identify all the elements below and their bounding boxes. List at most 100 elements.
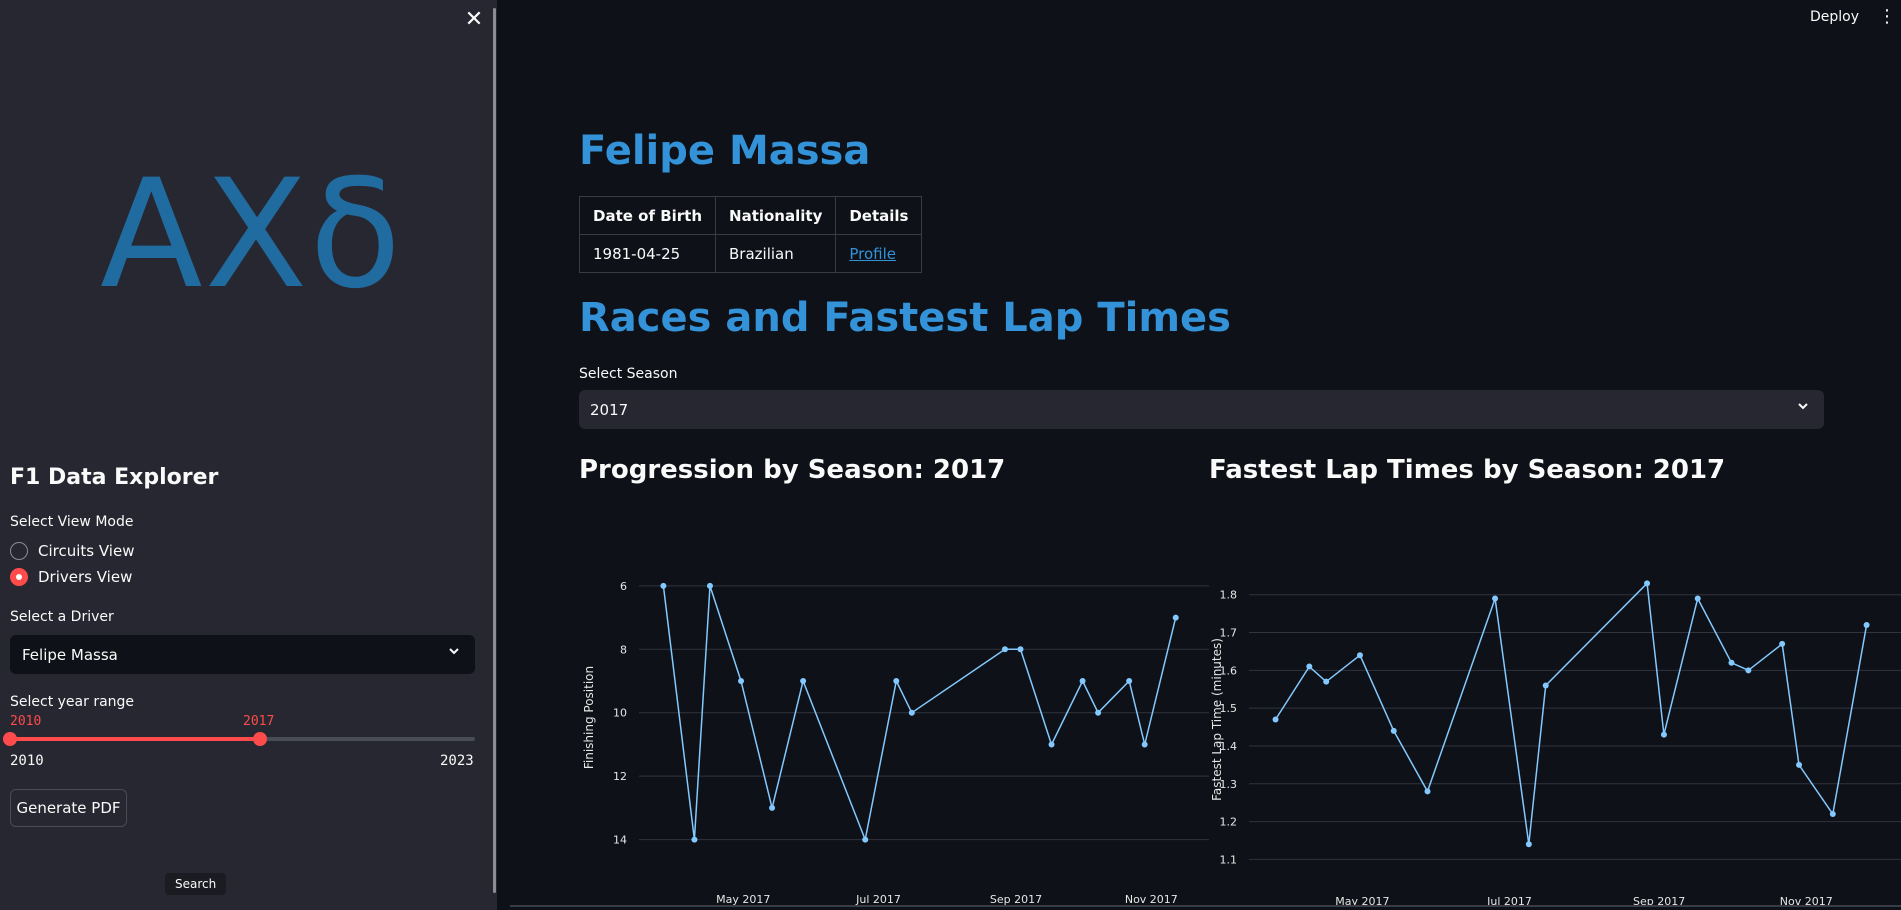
search-tooltip: Search (165, 873, 227, 895)
app-title: F1 Data Explorer (10, 465, 219, 490)
lap-times-chart: 1.1 1.2 1.3 1.4 1.5 1.6 1.7 1.8 May 2017 Jul 2017… (1210, 580, 1901, 905)
data-point (1728, 659, 1735, 666)
data-point (908, 709, 915, 716)
y-axis-label: Fastest Lap Time (minutes) (1210, 638, 1224, 801)
x-tick-label: May 2017 (716, 893, 770, 905)
section-heading: Races and Fastest Lap Times (579, 295, 1231, 341)
logo: ΑΧδ (100, 148, 404, 322)
driver-select[interactable]: Felipe Massa (10, 635, 475, 674)
data-point (1017, 646, 1024, 653)
chevron-down-icon (447, 644, 461, 662)
y-tick-label: 1.7 (1220, 627, 1238, 640)
profile-link[interactable]: Profile (849, 244, 896, 263)
data-point (1492, 595, 1499, 602)
season-select[interactable]: 2017 (579, 390, 1824, 429)
data-point (1829, 811, 1836, 818)
x-tick-label: Jul 2017 (855, 893, 901, 905)
data-point (1525, 841, 1532, 848)
driver-select-value: Felipe Massa (22, 645, 118, 664)
progression-chart: 6 8 10 12 14 May 2017 Jul 2017 Sep 2017 Nov 2017… (582, 580, 1209, 905)
data-point (1542, 682, 1549, 689)
kebab-menu-icon[interactable]: ⋮ (1878, 6, 1896, 27)
data-point (1306, 663, 1313, 670)
slider-from-value: 2010 (10, 714, 42, 729)
data-point (1095, 709, 1102, 716)
y-tick-label: 1.6 (1220, 664, 1238, 677)
data-point (769, 804, 776, 811)
y-tick-label: 1.4 (1220, 740, 1238, 753)
x-tick-label: May 2017 (1335, 895, 1389, 905)
y-tick-label: 12 (613, 770, 627, 783)
table-header: Details (835, 196, 923, 235)
radio-drivers-view[interactable]: Drivers View (10, 568, 132, 586)
close-icon[interactable]: ✕ (464, 7, 484, 32)
series-line (1274, 581, 1868, 845)
y-tick-label: 1.8 (1220, 589, 1238, 602)
x-tick-label: Sep 2017 (990, 893, 1042, 905)
table-row: 1981-04-25 Brazilian Profile (578, 234, 923, 273)
data-point (1694, 595, 1701, 602)
data-point (1272, 716, 1279, 723)
year-range-label: Select year range (10, 694, 135, 710)
y-tick-label: 8 (620, 643, 627, 656)
table-header: Date of Birth (578, 196, 717, 235)
year-range-fill (10, 737, 260, 741)
data-point (862, 836, 869, 843)
data-point (1079, 678, 1086, 685)
data-point (706, 582, 713, 589)
data-point (1356, 652, 1363, 659)
y-tick-label: 1.1 (1220, 853, 1238, 866)
divider (510, 905, 1901, 907)
chart-title-progression: Progression by Season: 2017 (579, 455, 1006, 485)
generate-pdf-button[interactable]: Generate PDF (10, 789, 127, 827)
y-tick-label: 1.3 (1220, 778, 1238, 791)
y-tick-label: 1.5 (1220, 702, 1238, 715)
y-tick-label: 6 (620, 580, 627, 593)
data-point (691, 836, 698, 843)
driver-label: Select a Driver (10, 609, 114, 625)
sidebar: ✕ ΑΧδ F1 Data Explorer Select View Mode … (0, 0, 497, 910)
data-point (1048, 741, 1055, 748)
radio-circuits-view[interactable]: Circuits View (10, 542, 134, 560)
slider-max-label: 2023 (440, 753, 474, 769)
data-point (1796, 761, 1803, 768)
x-tick-label: Nov 2017 (1125, 893, 1178, 905)
slider-thumb-from[interactable] (3, 732, 17, 746)
view-mode-label: Select View Mode (10, 514, 134, 530)
table-header-row: Date of Birth Nationality Details (578, 196, 923, 235)
data-point (893, 678, 900, 685)
slider-thumb-to[interactable] (253, 732, 267, 746)
slider-min-label: 2010 (10, 753, 44, 769)
y-axis-label: Finishing Position (582, 666, 596, 769)
radio-label: Drivers View (38, 568, 133, 586)
data-point (1644, 580, 1651, 587)
y-tick-label: 10 (613, 707, 627, 720)
deploy-button[interactable]: Deploy (1810, 9, 1860, 25)
y-tick-label: 14 (613, 834, 627, 847)
data-point (1660, 731, 1667, 738)
driver-info-table: Date of Birth Nationality Details 1981-0… (578, 196, 923, 273)
table-cell-details: Profile (835, 234, 923, 273)
slider-to-value: 2017 (243, 714, 275, 729)
driver-name-heading: Felipe Massa (579, 128, 871, 174)
data-point (1172, 614, 1179, 621)
x-tick-label: Nov 2017 (1780, 895, 1833, 905)
y-tick-label: 1.2 (1220, 816, 1238, 829)
radio-circle (10, 542, 28, 560)
data-point (1390, 727, 1397, 734)
data-point (660, 582, 667, 589)
radio-circle-selected (10, 568, 28, 586)
data-point (1779, 640, 1786, 647)
data-point (738, 678, 745, 685)
chevron-down-icon (1796, 399, 1810, 417)
data-point (800, 678, 807, 685)
season-label: Select Season (579, 366, 678, 382)
table-header: Nationality (715, 196, 837, 235)
data-point (1424, 788, 1431, 795)
data-point (1745, 667, 1752, 674)
data-point (1863, 621, 1870, 628)
data-point (1323, 678, 1330, 685)
x-tick-label: Sep 2017 (1633, 895, 1685, 905)
sidebar-scrollbar[interactable] (493, 8, 496, 893)
